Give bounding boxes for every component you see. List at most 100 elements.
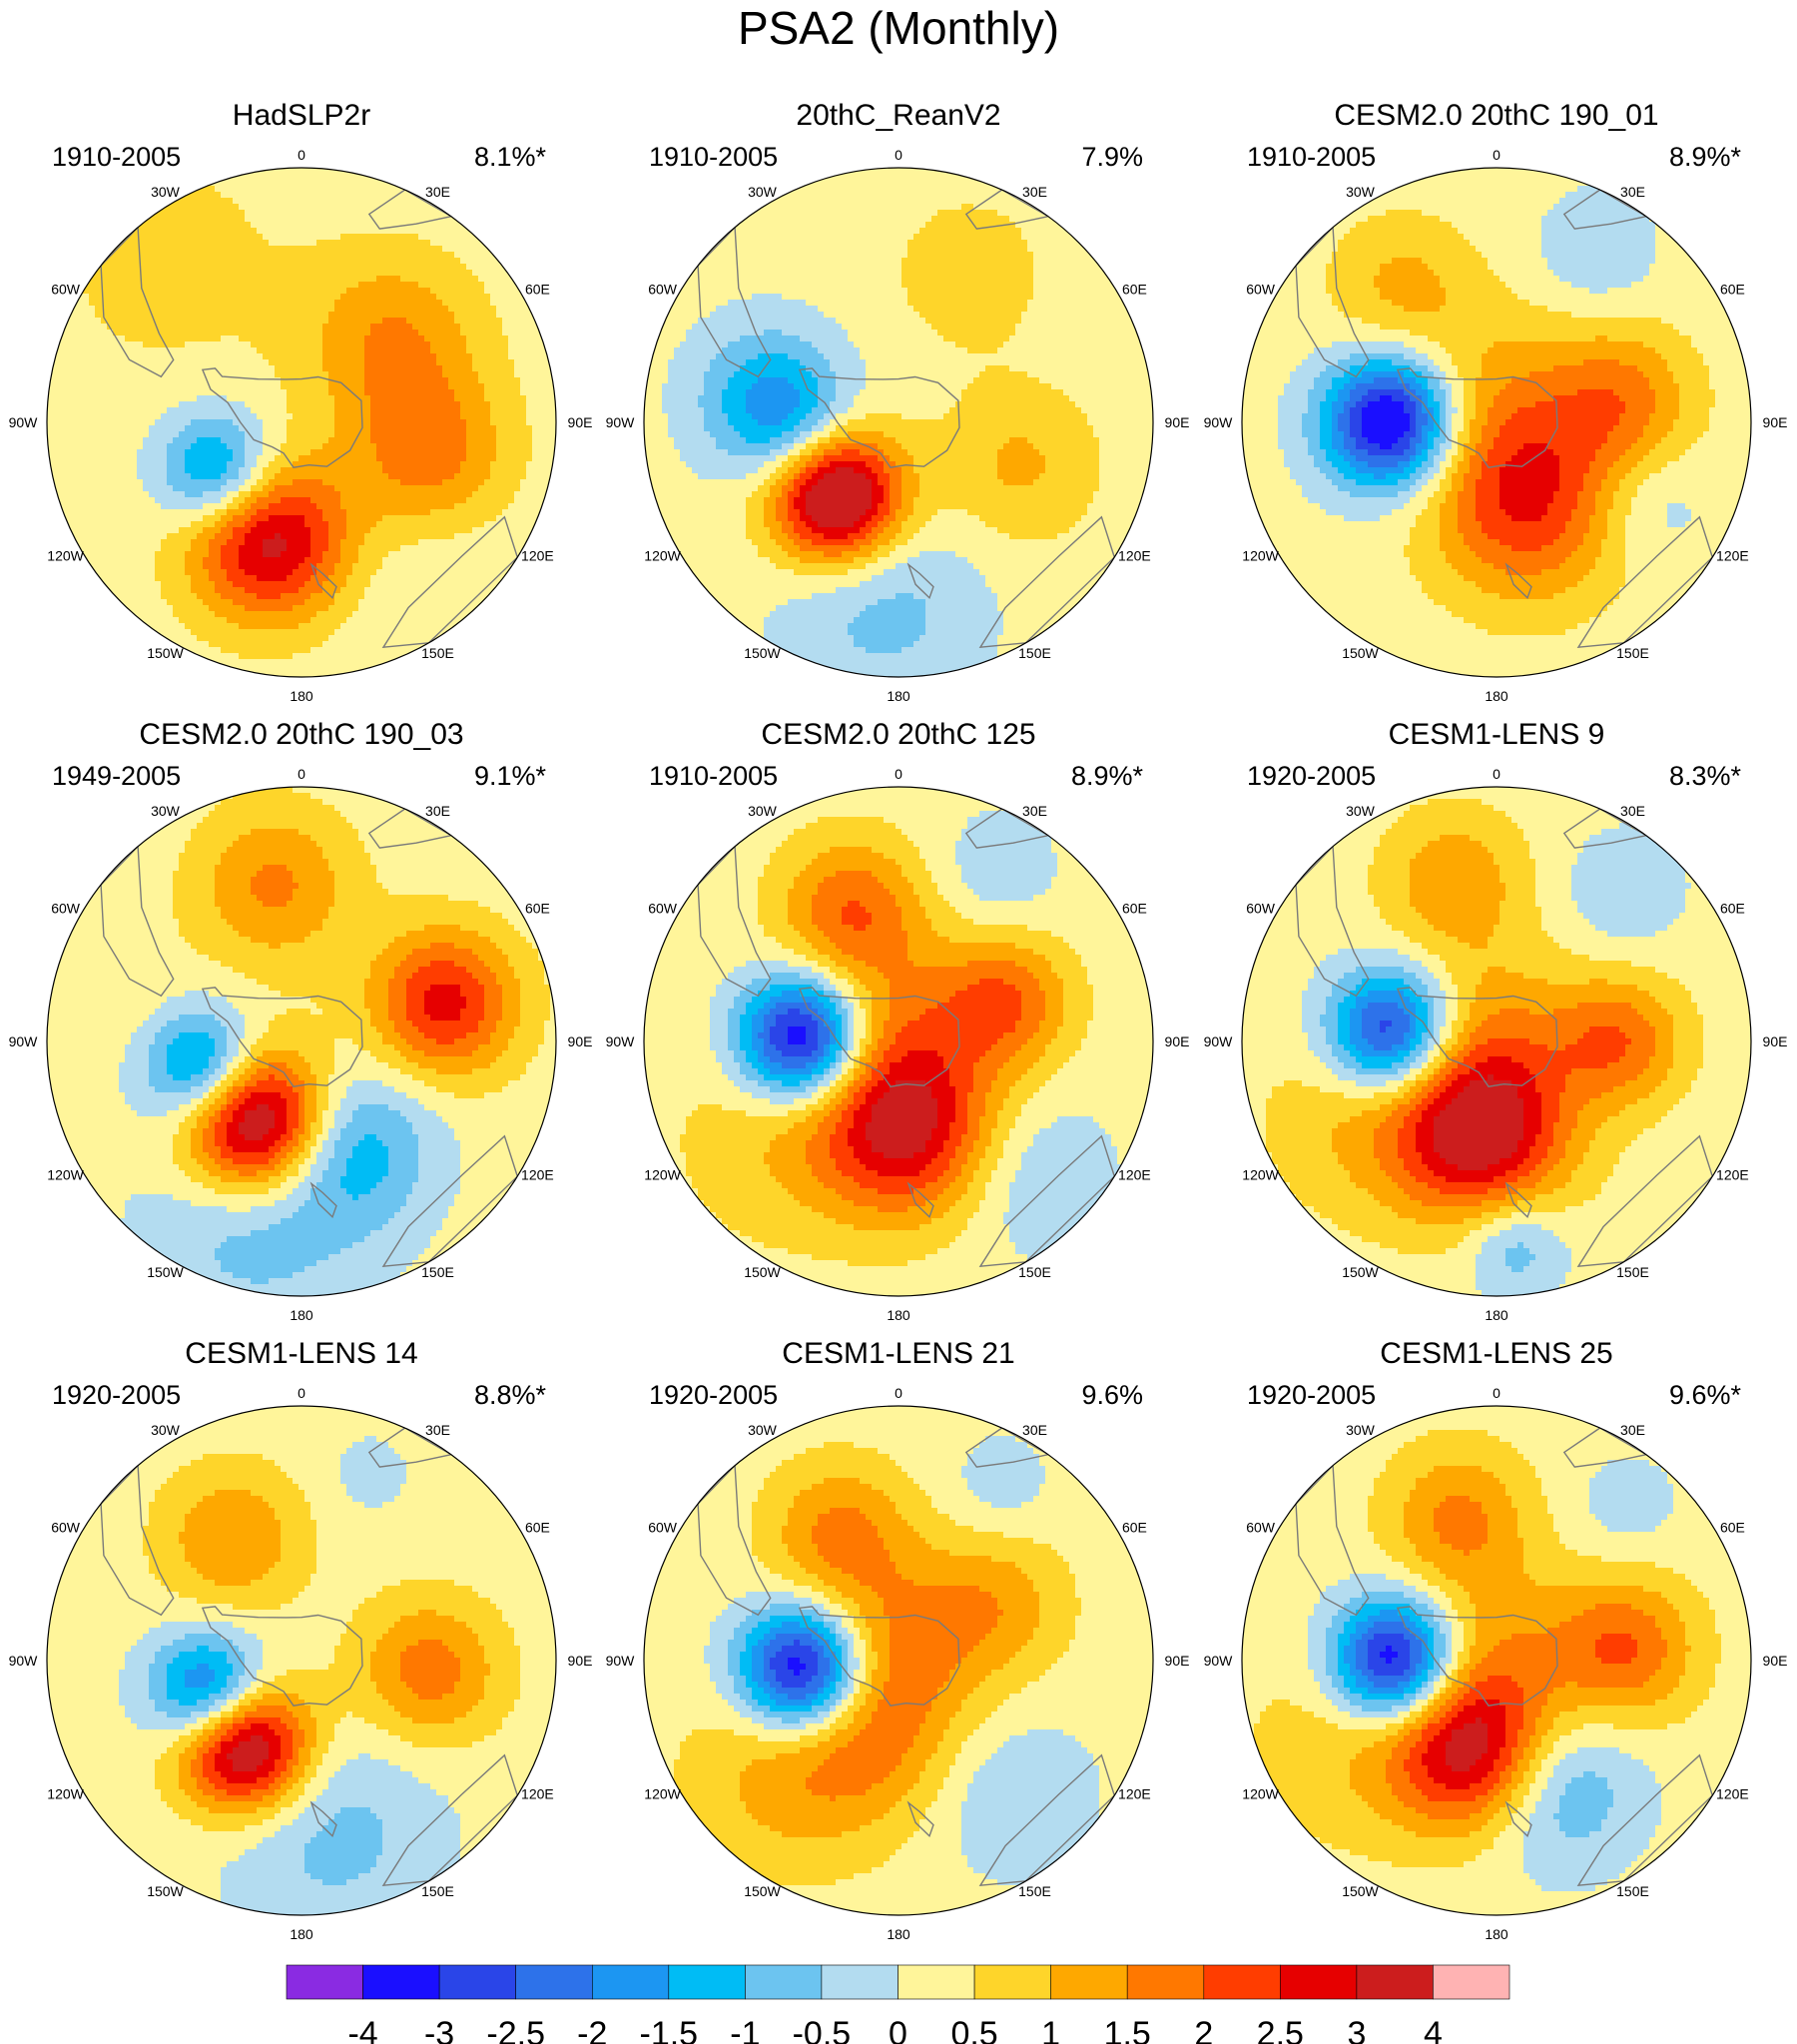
contour-cell [1416, 431, 1423, 438]
contour-cell [644, 455, 681, 462]
contour-cell [233, 581, 305, 588]
contour-cell [263, 431, 288, 438]
contour-cell [1667, 973, 1751, 980]
contour-cell [316, 611, 353, 618]
longitude-label: 60W [648, 901, 678, 917]
contour-cell [310, 1068, 335, 1075]
contour-cell [227, 569, 246, 576]
contour-cell [1338, 1056, 1357, 1063]
contour-cell [1643, 425, 1674, 432]
contour-cell [764, 503, 777, 510]
contour-cell [788, 515, 801, 522]
contour-cell [1338, 1032, 1351, 1039]
contour-cell [316, 503, 341, 510]
contour-cell [1332, 258, 1393, 265]
contour-cell [1242, 413, 1279, 420]
contour-cell [299, 1592, 377, 1599]
contour-cell [854, 1044, 861, 1051]
contour-cell [125, 1230, 252, 1237]
contour-cell [764, 461, 783, 468]
contour-cell [310, 931, 407, 938]
contour-cell [1063, 997, 1094, 1004]
contour-cell [310, 1502, 365, 1509]
contour-cell [794, 539, 813, 546]
contour-cell [830, 1009, 837, 1016]
contour-cell [794, 1098, 819, 1105]
contour-cell [806, 865, 902, 872]
contour-cell [1021, 312, 1136, 319]
contour-cell [1476, 623, 1578, 630]
contour-cell [370, 1652, 401, 1659]
contour-cell [788, 1032, 807, 1039]
contour-cell [1278, 901, 1375, 908]
contour-cell [1541, 1224, 1680, 1231]
contour-cell [532, 455, 556, 462]
contour-cell [1254, 330, 1411, 337]
contour-cell [1577, 1116, 1608, 1123]
contour-cell [1619, 1056, 1650, 1063]
contour-cell [1559, 1104, 1584, 1111]
contour-cell [698, 401, 723, 408]
contour-cell [973, 377, 1040, 384]
contour-cell [340, 1454, 401, 1461]
contour-cell [1302, 1003, 1327, 1010]
contour-cell [890, 491, 902, 498]
contour-cell [812, 1164, 837, 1171]
contour-cell [1625, 557, 1716, 564]
contour-cell [322, 509, 347, 516]
contour-cell [107, 593, 162, 600]
contour-cell [538, 1050, 556, 1057]
contour-cell [1517, 1242, 1524, 1249]
longitude-label: 120E [1716, 548, 1749, 564]
contour-cell [275, 1676, 371, 1683]
contour-cell [59, 1568, 150, 1575]
contour-cell [454, 312, 497, 319]
contour-cell [656, 330, 687, 337]
contour-cell [185, 1514, 276, 1521]
contour-cell [245, 1134, 264, 1141]
contour-cell [788, 895, 813, 902]
contour-cell [764, 330, 783, 337]
contour-cell [1476, 997, 1656, 1004]
contour-cell [1320, 1021, 1339, 1027]
contour-cell [1338, 1224, 1483, 1231]
contour-cell [991, 1170, 1016, 1177]
contour-cell [245, 1628, 347, 1635]
contour-cell [167, 461, 186, 468]
contour-cell [364, 1598, 491, 1605]
contour-cell [125, 1652, 156, 1659]
contour-cell [257, 1056, 305, 1063]
contour-cell [854, 641, 914, 648]
contour-cell [913, 461, 998, 468]
contour-cell [1547, 210, 1650, 217]
contour-cell [782, 443, 795, 450]
contour-cell [758, 1068, 771, 1075]
contour-cell [1541, 1122, 1554, 1129]
contour-cell [1577, 853, 1680, 860]
contour-cell [764, 865, 807, 872]
contour-cell [281, 1146, 294, 1153]
contour-cell [836, 1092, 849, 1099]
contour-cell [1410, 1015, 1417, 1022]
longitude-label: 120E [1118, 1167, 1151, 1183]
contour-cell [304, 1110, 317, 1117]
contour-cell [1577, 1122, 1602, 1129]
contour-cell [119, 1086, 156, 1093]
contour-cell [686, 1116, 807, 1123]
contour-cell [1709, 407, 1751, 414]
contour-cell [53, 491, 150, 498]
contour-cell [119, 1074, 150, 1081]
contour-cell [161, 539, 192, 546]
contour-cell [454, 1200, 509, 1207]
contour-cell [1021, 991, 1046, 998]
contour-cell [520, 979, 545, 986]
contour-cell [686, 330, 765, 337]
contour-cell [842, 1074, 855, 1081]
contour-cell [1051, 841, 1070, 848]
contour-cell [836, 1158, 861, 1165]
contour-cell [466, 997, 485, 1004]
contour-cell [1541, 1116, 1560, 1123]
contour-cell [287, 1009, 311, 1016]
contour-cell [1003, 623, 1064, 630]
contour-cell [704, 425, 735, 432]
